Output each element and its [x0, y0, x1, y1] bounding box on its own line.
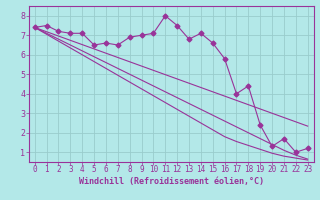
X-axis label: Windchill (Refroidissement éolien,°C): Windchill (Refroidissement éolien,°C)	[79, 177, 264, 186]
